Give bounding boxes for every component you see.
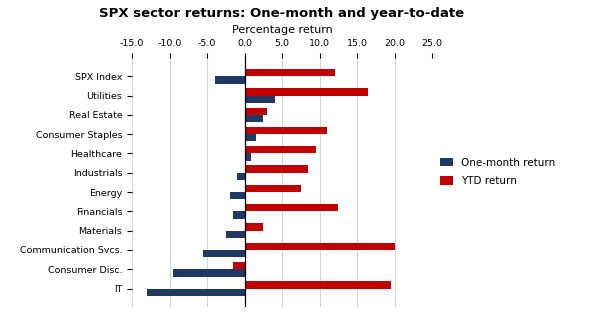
Bar [233, 211, 245, 219]
Bar [215, 76, 245, 84]
X-axis label: Percentage return: Percentage return [232, 25, 332, 35]
Bar [147, 289, 245, 296]
Bar [245, 108, 267, 115]
Bar [245, 185, 301, 192]
Bar [245, 146, 316, 154]
Bar [245, 134, 256, 141]
Bar [245, 69, 335, 76]
Bar [229, 192, 245, 199]
Bar [245, 281, 391, 289]
Title: SPX sector returns: One-month and year-to-date: SPX sector returns: One-month and year-t… [100, 7, 464, 20]
Bar [233, 262, 245, 269]
Bar [245, 127, 327, 134]
Bar [245, 204, 338, 211]
Bar [173, 269, 245, 276]
Bar [237, 173, 245, 180]
Bar [245, 115, 263, 122]
Bar [245, 88, 368, 96]
Bar [226, 231, 245, 238]
Bar [203, 250, 245, 257]
Legend: One-month return, YTD return: One-month return, YTD return [440, 158, 555, 186]
Bar [245, 154, 251, 161]
Bar [245, 165, 308, 173]
Bar [245, 96, 275, 103]
Bar [245, 223, 263, 231]
Bar [245, 243, 395, 250]
